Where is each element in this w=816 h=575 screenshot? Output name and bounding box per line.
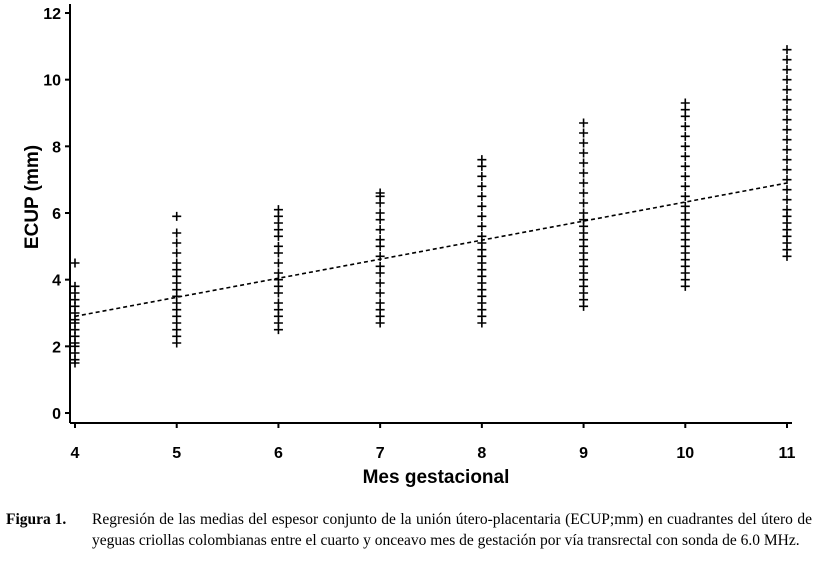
- data-point: [579, 158, 589, 168]
- scatter-chart: 0 2 4 6 8 10 12 4 5 6 7 8 9 10 11 Mes gestacional ECUP…: [22, 4, 796, 488]
- data-point: [375, 208, 385, 218]
- data-point: [273, 241, 283, 251]
- y-tick-label: 8: [52, 139, 61, 156]
- data-point: [782, 175, 792, 185]
- y-tick-label: 2: [52, 339, 61, 356]
- regression-line: [74, 182, 788, 318]
- data-point: [782, 145, 792, 155]
- data-point: [375, 188, 385, 198]
- x-tick-label: 10: [676, 445, 694, 462]
- data-point: [477, 231, 487, 241]
- data-point: [375, 251, 385, 261]
- data-point: [680, 191, 690, 201]
- data-point: [375, 288, 385, 298]
- data-point: [579, 168, 589, 178]
- y-tick-label: 10: [43, 73, 61, 90]
- data-point: [579, 118, 589, 128]
- figure-caption: Figura 1. Regresión de las medias del es…: [6, 509, 812, 551]
- data-point: [477, 201, 487, 211]
- data-point: [680, 121, 690, 131]
- data-point: [579, 198, 589, 208]
- data-point: [375, 235, 385, 245]
- data-point: [782, 135, 792, 145]
- x-tick-label: 9: [579, 445, 588, 462]
- data-point: [782, 85, 792, 95]
- data-point: [375, 261, 385, 271]
- x-axis-title: Mes gestacional: [363, 467, 510, 488]
- data-point: [273, 268, 283, 278]
- data-point: [375, 298, 385, 308]
- x-tick-label: 4: [71, 445, 80, 462]
- x-tick-label: 8: [477, 445, 486, 462]
- data-point: [70, 281, 80, 291]
- data-point: [273, 258, 283, 268]
- data-point: [172, 248, 182, 258]
- data-point: [70, 258, 80, 268]
- data-point: [782, 205, 792, 215]
- data-point: [782, 45, 792, 55]
- x-tick-label: 5: [172, 445, 181, 462]
- y-tick-label: 12: [43, 6, 61, 23]
- data-point: [782, 105, 792, 115]
- data-point: [273, 298, 283, 308]
- data-point: [579, 178, 589, 188]
- data-point: [680, 131, 690, 141]
- data-point: [782, 195, 792, 205]
- y-tick-label: 6: [52, 206, 61, 223]
- caption-label: Figura 1.: [6, 511, 67, 528]
- caption-text: Regresión de las medias del espesor conj…: [92, 511, 812, 549]
- data-point: [172, 228, 182, 238]
- x-tick-label: 11: [779, 445, 796, 462]
- data-point: [579, 128, 589, 138]
- data-point: [477, 221, 487, 231]
- data-point: [579, 188, 589, 198]
- data-point: [172, 211, 182, 221]
- data-point: [782, 155, 792, 165]
- data-point: [782, 125, 792, 135]
- data-point: [680, 141, 690, 151]
- data-point: [375, 278, 385, 288]
- data-point: [680, 201, 690, 211]
- data-point: [680, 161, 690, 171]
- data-point: [680, 98, 690, 108]
- data-point: [782, 75, 792, 85]
- x-tick-label: 7: [376, 445, 385, 462]
- data-point: [680, 181, 690, 191]
- data-point: [782, 55, 792, 65]
- y-tick-label: 0: [52, 406, 61, 423]
- data-point: [477, 191, 487, 201]
- data-point: [172, 258, 182, 268]
- data-point: [680, 171, 690, 181]
- data-point: [477, 211, 487, 221]
- data-point: [579, 148, 589, 158]
- data-point: [477, 155, 487, 165]
- data-point: [680, 151, 690, 161]
- data-point: [579, 208, 589, 218]
- plot-area: 0 2 4 6 8 10 12 4 5 6 7 8 9 10 11: [43, 4, 796, 462]
- data-point: [477, 171, 487, 181]
- data-point: [782, 185, 792, 195]
- data-point: [375, 225, 385, 235]
- data-point: [579, 138, 589, 148]
- data-point: [782, 65, 792, 75]
- data-point: [172, 238, 182, 248]
- y-tick-label: 4: [52, 273, 61, 290]
- data-point: [782, 165, 792, 175]
- x-tick-label: 6: [274, 445, 283, 462]
- y-axis-title: ECUP (mm): [22, 145, 43, 249]
- data-point: [782, 115, 792, 125]
- data-point: [477, 181, 487, 191]
- data-point: [782, 95, 792, 105]
- data-point: [273, 205, 283, 215]
